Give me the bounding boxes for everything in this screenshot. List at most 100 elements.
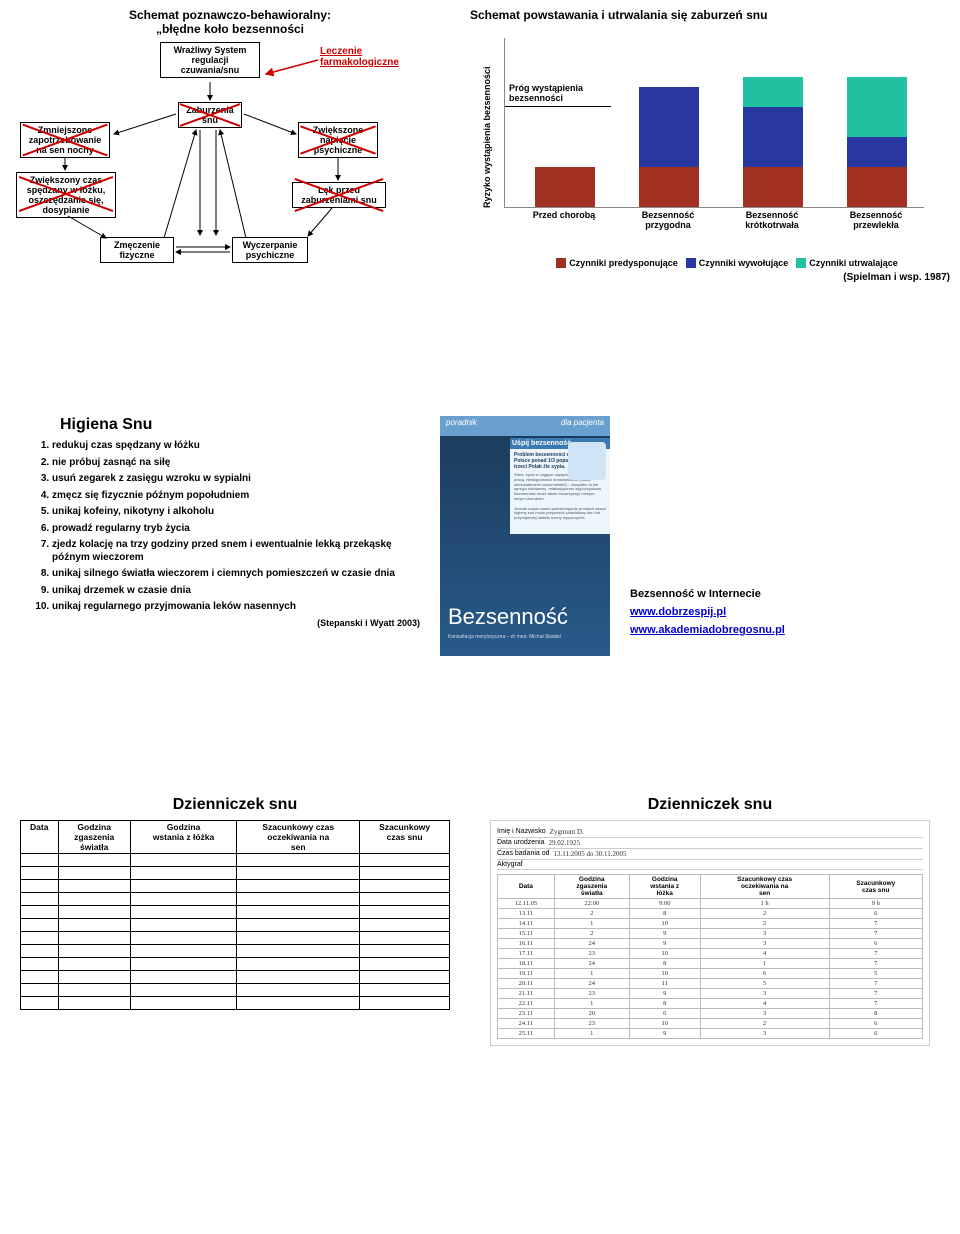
- period-value: 13.11.2005 do 30.11.2005: [554, 850, 627, 858]
- legend-label: Czynniki wywołujące: [699, 258, 789, 268]
- chart-x-label: Bezsenność przygodna: [616, 210, 720, 230]
- filled-diary-cell: 1 h: [700, 899, 829, 909]
- filled-diary-cell: 9 h: [829, 899, 922, 909]
- diary-title-left: Dzienniczek snu: [20, 796, 450, 814]
- link-akademia[interactable]: www.akademiadobregosnu.pl: [630, 624, 785, 636]
- filled-diary-cell: 2: [700, 909, 829, 919]
- chart-title: Schemat powstawania i utrwalania się zab…: [470, 8, 950, 22]
- diary-cell: [237, 945, 360, 958]
- filled-diary-cell: 9: [629, 939, 700, 949]
- legend-swatch: [556, 258, 566, 268]
- filled-diary-cell: 23: [554, 989, 629, 999]
- diary-cell: [58, 854, 130, 867]
- bar-group: [535, 167, 595, 207]
- diary-cell: [58, 971, 130, 984]
- diary-cell: [130, 893, 236, 906]
- diary-cell: [58, 984, 130, 997]
- filled-diary-image: Imię i Nazwisko Zygmunt D. Data urodzeni…: [490, 820, 930, 1046]
- filled-diary-cell: 1: [554, 1029, 629, 1039]
- filled-diary-cell: 20: [554, 1009, 629, 1019]
- diary-cell: [130, 958, 236, 971]
- legend-item: Czynniki wywołujące: [686, 258, 789, 268]
- filled-diary-cell: 8: [629, 959, 700, 969]
- spielman-chart: Schemat powstawania i utrwalania się zab…: [470, 8, 950, 288]
- hygiene-item: redukuj czas spędzany w łóżku: [52, 440, 420, 453]
- diary-cell: [360, 997, 450, 1010]
- filled-diary-cell: 2: [554, 929, 629, 939]
- link-dobrzespij[interactable]: www.dobrzespij.pl: [630, 606, 785, 618]
- legend-swatch: [686, 258, 696, 268]
- booklet-image: poradnik dla pacjenta Uśpij bezsenność P…: [440, 416, 610, 656]
- bar-segment: [743, 77, 803, 107]
- filled-diary-header: Szacunkowy czas oczekiwania na sen: [700, 875, 829, 899]
- diary-cell: [21, 958, 59, 971]
- diary-cell: [360, 919, 450, 932]
- diary-cell: [237, 958, 360, 971]
- diary-cell: [130, 880, 236, 893]
- hygiene-item: nie próbuj zasnąć na siłę: [52, 457, 420, 470]
- filled-diary-cell: 24.11: [498, 1019, 555, 1029]
- booklet-subtitle: Konsultacja merytoryczna – dr med. Micha…: [448, 634, 561, 640]
- diary-cell: [21, 932, 59, 945]
- diagram-arrows: [10, 42, 450, 282]
- filled-diary-cell: 14.11: [498, 919, 555, 929]
- legend-item: Czynniki utrwalające: [796, 258, 898, 268]
- filled-diary-cell: 7: [829, 929, 922, 939]
- diary-cell: [58, 867, 130, 880]
- diary-cell: [58, 919, 130, 932]
- diary-cell: [237, 854, 360, 867]
- hygiene-item: usuń zegarek z zasięgu wzroku w sypialni: [52, 473, 420, 486]
- filled-diary-cell: 1: [700, 959, 829, 969]
- filled-diary-cell: 3: [700, 1009, 829, 1019]
- hygiene-item: unikaj silnego światła wieczorem i ciemn…: [52, 568, 420, 581]
- diary-cell: [130, 932, 236, 945]
- dob-label: Data urodzenia: [497, 839, 544, 847]
- filled-diary-cell: 24: [554, 939, 629, 949]
- hygiene-item: unikaj kofeiny, nikotyny i alkoholu: [52, 506, 420, 519]
- diary-cell: [360, 906, 450, 919]
- diary-cell: [360, 893, 450, 906]
- diary-header: Godzina wstania z łóżka: [130, 821, 236, 854]
- cognitive-diagram: Schemat poznawczo-behawioralny: „błędne …: [10, 8, 450, 288]
- hygiene-citation: (Stepanski i Wyatt 2003): [30, 618, 420, 628]
- filled-diary-cell: 6: [629, 1009, 700, 1019]
- chart-x-label: Przed chorobą: [512, 210, 616, 230]
- filled-diary-cell: 5: [829, 969, 922, 979]
- diary-cell: [58, 932, 130, 945]
- filled-diary-cell: 10: [629, 949, 700, 959]
- chart-x-label: Bezsenność przewlekła: [824, 210, 928, 230]
- diary-header: Godzina zgaszenia światła: [58, 821, 130, 854]
- filled-diary-cell: 7: [829, 989, 922, 999]
- filled-diary-cell: 9:00: [629, 899, 700, 909]
- booklet-top-right: dla pacjenta: [561, 418, 604, 434]
- diary-header: Szacunkowy czas oczekiwania na sen: [237, 821, 360, 854]
- diary-cell: [21, 945, 59, 958]
- hygiene-item: unikaj drzemek w czasie dnia: [52, 585, 420, 598]
- filled-diary-cell: 23: [554, 949, 629, 959]
- chart-y-axis-label: Ryzyko wystąpienia bezsenności: [482, 38, 492, 208]
- filled-diary-cell: 24: [554, 979, 629, 989]
- booklet-top-left: poradnik: [446, 418, 477, 434]
- cog-diagram-title-2: „błędne koło bezsenności: [10, 22, 450, 36]
- filled-diary-cell: 5: [700, 979, 829, 989]
- diary-cell: [21, 919, 59, 932]
- filled-diary-cell: 11: [629, 979, 700, 989]
- filled-diary-cell: 2: [700, 919, 829, 929]
- diary-cell: [130, 971, 236, 984]
- filled-diary-cell: 1: [554, 919, 629, 929]
- diary-cell: [237, 880, 360, 893]
- filled-diary-cell: 9: [629, 929, 700, 939]
- legend-label: Czynniki predysponujące: [569, 258, 678, 268]
- diary-header: Szacunkowy czas snu: [360, 821, 450, 854]
- booklet-main-title: Bezsenność: [448, 604, 568, 630]
- filled-diary-cell: 24: [554, 959, 629, 969]
- filled-diary-cell: 23.11: [498, 1009, 555, 1019]
- filled-diary-cell: 8: [629, 909, 700, 919]
- sleep-hygiene-panel: Higiena Snu redukuj czas spędzany w łóżk…: [30, 416, 420, 656]
- filled-diary-cell: 8: [629, 999, 700, 1009]
- legend-label: Czynniki utrwalające: [809, 258, 898, 268]
- actigraph-label: Aktygraf: [497, 861, 523, 868]
- diary-cell: [130, 854, 236, 867]
- diary-cell: [21, 997, 59, 1010]
- filled-diary-cell: 6: [829, 909, 922, 919]
